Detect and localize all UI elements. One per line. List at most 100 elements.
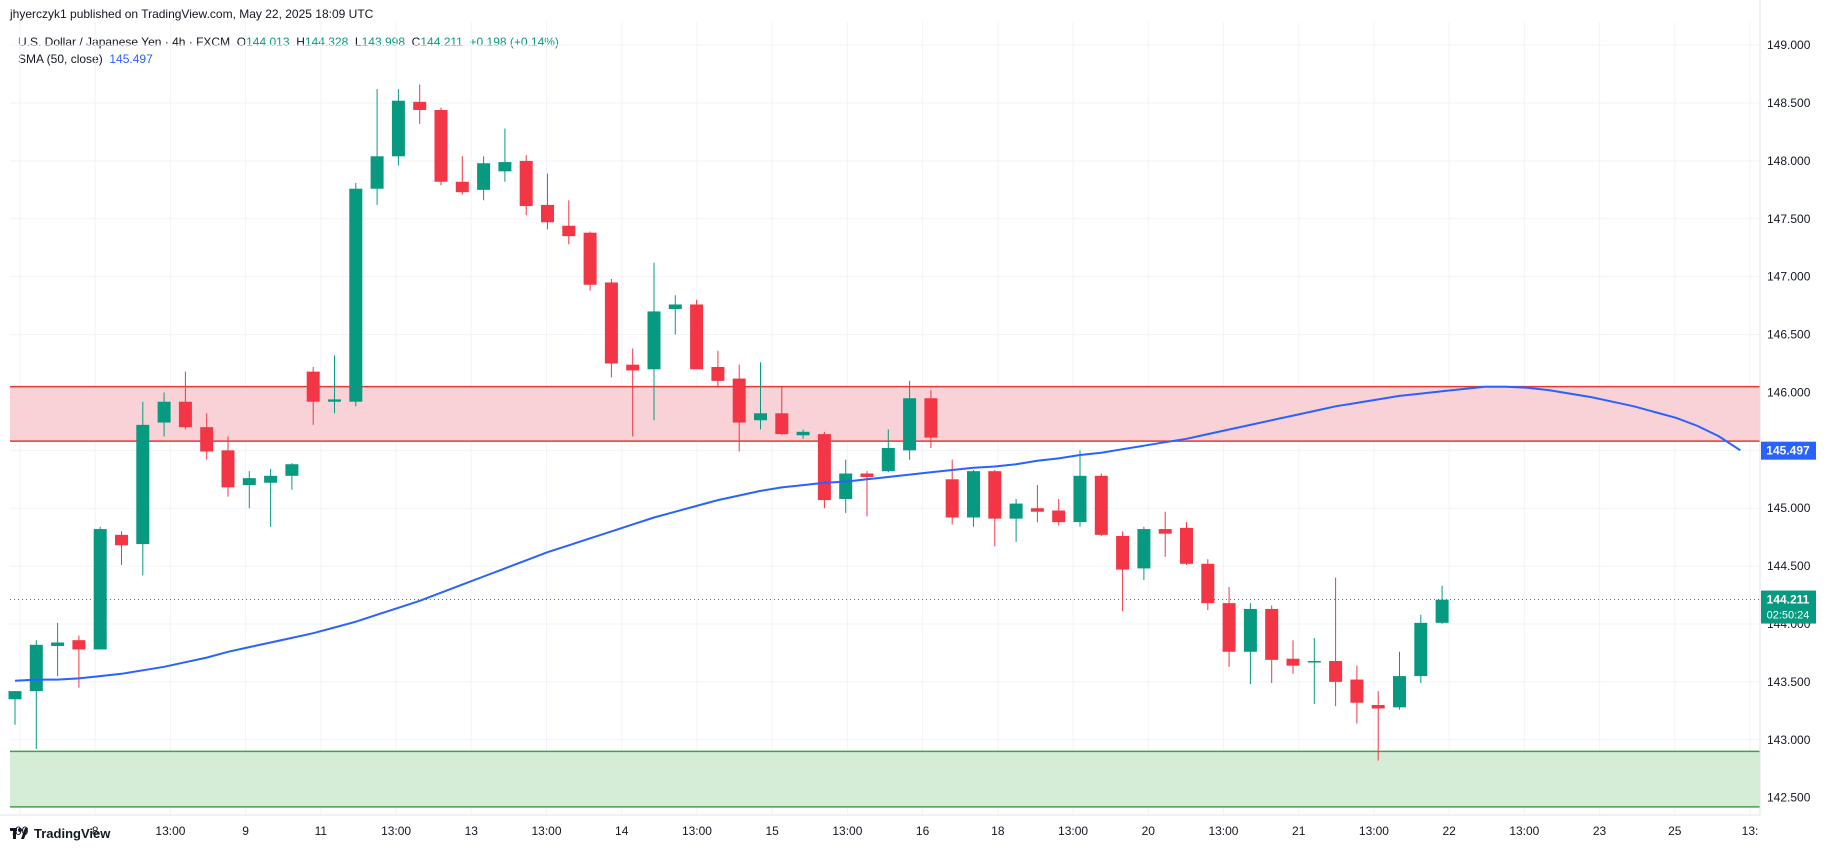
candle[interactable] [328, 355, 341, 414]
candle[interactable] [1243, 603, 1257, 685]
candle-body [178, 401, 192, 428]
candle[interactable] [796, 429, 810, 439]
candle-body [903, 398, 917, 451]
candle[interactable] [1158, 511, 1172, 557]
candle[interactable] [349, 182, 363, 407]
candle-body [1286, 658, 1300, 666]
candle[interactable] [668, 295, 682, 335]
candle-body [583, 232, 597, 285]
sma-label[interactable]: SMA (50, close) [18, 52, 103, 66]
candle[interactable] [839, 459, 853, 513]
candle[interactable] [115, 531, 128, 565]
candle[interactable] [413, 84, 427, 124]
candle[interactable] [8, 691, 22, 725]
candle[interactable] [583, 231, 597, 291]
candle[interactable] [306, 366, 320, 425]
candle[interactable] [1116, 531, 1130, 612]
candle-body [924, 398, 938, 438]
x-tick-label: 13:00 [155, 824, 185, 838]
sma-value: 145.497 [109, 52, 153, 66]
candle-body [562, 225, 576, 237]
sma-row: SMA (50, close) 145.497 [18, 51, 559, 68]
candle-body [8, 691, 22, 700]
candle-body [1180, 527, 1193, 564]
candle[interactable] [988, 470, 1002, 547]
candle[interactable] [754, 362, 767, 430]
candle[interactable] [519, 155, 533, 216]
candle-body [1009, 503, 1023, 519]
candle[interactable] [690, 299, 704, 370]
y-tick-label: 146.000 [1767, 385, 1811, 399]
candle[interactable] [881, 429, 895, 473]
candle[interactable] [1435, 585, 1449, 624]
candle[interactable] [285, 463, 299, 490]
candle[interactable] [93, 526, 107, 650]
candle-body [221, 450, 235, 488]
candle[interactable] [434, 107, 448, 186]
candle[interactable] [1371, 691, 1385, 761]
candle[interactable] [51, 622, 65, 677]
support-zone[interactable] [10, 751, 1760, 807]
candle[interactable] [647, 262, 661, 421]
x-tick-label: 13:00 [1208, 824, 1238, 838]
candle[interactable] [626, 348, 640, 437]
x-tick-label: 15 [765, 824, 779, 838]
candle-body [967, 471, 980, 518]
candle[interactable] [1307, 637, 1321, 704]
y-tick-label: 149.000 [1767, 38, 1811, 52]
candle[interactable] [72, 635, 86, 688]
y-tick-label: 142.500 [1767, 791, 1811, 805]
candle-body [136, 424, 150, 545]
candle[interactable] [498, 128, 512, 182]
candle-body [647, 311, 661, 370]
candle[interactable] [455, 156, 469, 195]
candle[interactable] [178, 371, 192, 430]
y-tick-label: 148.000 [1767, 154, 1811, 168]
candle[interactable] [1180, 522, 1193, 565]
candle[interactable] [136, 401, 150, 576]
candle[interactable] [1052, 498, 1066, 526]
candle[interactable] [1094, 473, 1108, 537]
candle[interactable] [1030, 485, 1044, 523]
candle[interactable] [924, 390, 938, 449]
candle[interactable] [1201, 559, 1215, 611]
candle[interactable] [1009, 498, 1023, 542]
candle[interactable] [775, 386, 789, 436]
candle[interactable] [1414, 614, 1428, 684]
candle[interactable] [903, 380, 917, 460]
candle[interactable] [604, 279, 618, 378]
candle[interactable] [562, 200, 576, 245]
candle[interactable] [1137, 526, 1151, 580]
candle[interactable] [1222, 586, 1236, 667]
tradingview-logo[interactable]: TradingView [10, 826, 110, 841]
candle-body [732, 378, 746, 423]
candle[interactable] [200, 413, 214, 460]
candle[interactable] [1350, 665, 1364, 724]
candle[interactable] [29, 640, 43, 750]
candle[interactable] [1329, 577, 1343, 707]
candle[interactable] [732, 364, 746, 452]
candle[interactable] [391, 89, 405, 166]
candle[interactable] [370, 89, 384, 205]
candle-body [668, 304, 682, 310]
candle-body [413, 101, 427, 110]
sma-line[interactable] [14, 385, 1741, 682]
candle[interactable] [221, 436, 235, 497]
candle-body [519, 160, 533, 207]
candle[interactable] [541, 173, 554, 230]
candle[interactable] [1393, 651, 1406, 710]
candle[interactable] [477, 156, 491, 201]
candle[interactable] [711, 350, 725, 387]
candle[interactable] [1265, 605, 1279, 684]
candle[interactable] [157, 392, 171, 437]
x-tick-label: 13:00 [532, 824, 562, 838]
last-price-tag-text: 144.211 [1767, 593, 1810, 607]
candle[interactable] [817, 431, 831, 509]
candle[interactable] [967, 470, 980, 527]
resistance-zone[interactable] [10, 386, 1760, 442]
candle[interactable] [1073, 450, 1087, 527]
candle[interactable] [1286, 640, 1300, 674]
candle[interactable] [242, 471, 256, 509]
candle[interactable] [264, 468, 278, 527]
